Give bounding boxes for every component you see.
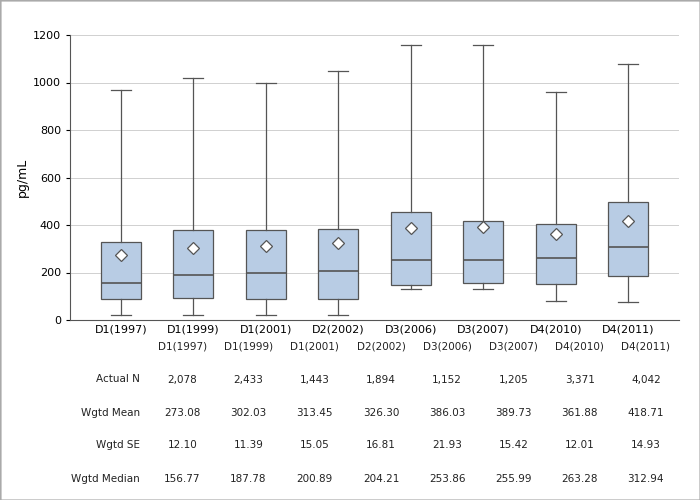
Text: 21.93: 21.93 bbox=[433, 440, 462, 450]
Y-axis label: pg/mL: pg/mL bbox=[15, 158, 29, 197]
Text: 418.71: 418.71 bbox=[628, 408, 664, 418]
Text: 273.08: 273.08 bbox=[164, 408, 200, 418]
Text: 389.73: 389.73 bbox=[495, 408, 532, 418]
Text: 1,205: 1,205 bbox=[498, 374, 528, 384]
Text: 1,443: 1,443 bbox=[300, 374, 330, 384]
Text: 1,152: 1,152 bbox=[433, 374, 462, 384]
Text: 2,078: 2,078 bbox=[167, 374, 197, 384]
Text: 4,042: 4,042 bbox=[631, 374, 661, 384]
Text: D4(2010): D4(2010) bbox=[555, 342, 604, 351]
Text: D4(2011): D4(2011) bbox=[622, 342, 671, 351]
Text: Actual N: Actual N bbox=[96, 374, 140, 384]
Text: 326.30: 326.30 bbox=[363, 408, 399, 418]
Text: 2,433: 2,433 bbox=[234, 374, 263, 384]
Text: 386.03: 386.03 bbox=[429, 408, 466, 418]
PathPatch shape bbox=[174, 230, 214, 298]
Text: 253.86: 253.86 bbox=[429, 474, 466, 484]
Text: 11.39: 11.39 bbox=[234, 440, 263, 450]
PathPatch shape bbox=[391, 212, 430, 285]
Text: D1(1997): D1(1997) bbox=[158, 342, 206, 351]
Text: 14.93: 14.93 bbox=[631, 440, 661, 450]
PathPatch shape bbox=[246, 230, 286, 299]
Text: Wgtd Median: Wgtd Median bbox=[71, 474, 140, 484]
Text: 1,894: 1,894 bbox=[366, 374, 396, 384]
PathPatch shape bbox=[463, 222, 503, 283]
Text: 361.88: 361.88 bbox=[561, 408, 598, 418]
Text: 200.89: 200.89 bbox=[297, 474, 333, 484]
Text: D2(2002): D2(2002) bbox=[356, 342, 405, 351]
Text: 156.77: 156.77 bbox=[164, 474, 200, 484]
Text: 15.42: 15.42 bbox=[498, 440, 528, 450]
Text: 313.45: 313.45 bbox=[297, 408, 333, 418]
Text: 16.81: 16.81 bbox=[366, 440, 396, 450]
PathPatch shape bbox=[536, 224, 575, 284]
Text: D3(2006): D3(2006) bbox=[423, 342, 472, 351]
Text: 3,371: 3,371 bbox=[565, 374, 594, 384]
Text: 15.05: 15.05 bbox=[300, 440, 330, 450]
Text: 255.99: 255.99 bbox=[495, 474, 532, 484]
Text: 312.94: 312.94 bbox=[628, 474, 664, 484]
Text: D1(2001): D1(2001) bbox=[290, 342, 340, 351]
Text: 204.21: 204.21 bbox=[363, 474, 399, 484]
PathPatch shape bbox=[318, 230, 358, 298]
PathPatch shape bbox=[608, 202, 648, 276]
Text: Wgtd SE: Wgtd SE bbox=[96, 440, 140, 450]
Text: D3(2007): D3(2007) bbox=[489, 342, 538, 351]
Text: 263.28: 263.28 bbox=[561, 474, 598, 484]
Text: 12.10: 12.10 bbox=[167, 440, 197, 450]
Text: D1(1999): D1(1999) bbox=[224, 342, 273, 351]
Text: 302.03: 302.03 bbox=[230, 408, 267, 418]
Text: 187.78: 187.78 bbox=[230, 474, 267, 484]
PathPatch shape bbox=[101, 242, 141, 300]
Text: Wgtd Mean: Wgtd Mean bbox=[80, 408, 140, 418]
Text: 12.01: 12.01 bbox=[565, 440, 594, 450]
